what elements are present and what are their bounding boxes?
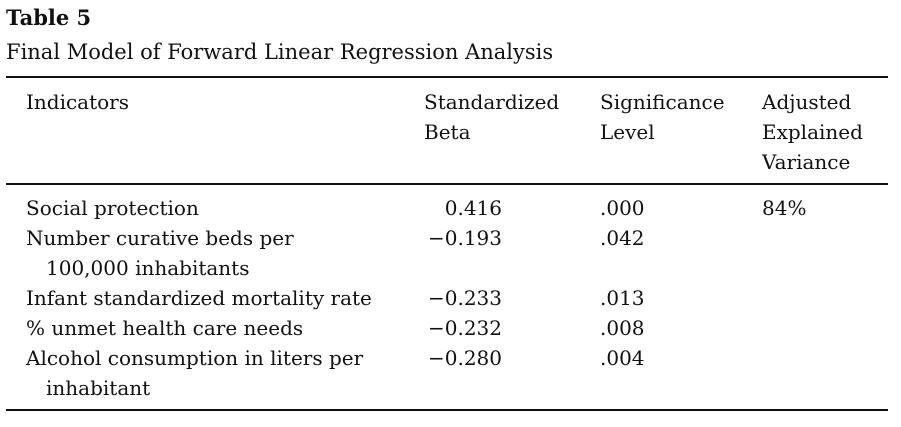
header-sig-line2: Level <box>600 120 655 144</box>
row-indicator-line2: 100,000 inhabitants <box>46 256 250 280</box>
row-beta: −0.280 <box>427 346 502 370</box>
header-sig-line1: Significance <box>600 90 725 114</box>
header-significance-level: Significance Level <box>600 87 725 147</box>
row-significance: .013 <box>600 286 645 310</box>
header-adj-line1: Adjusted <box>762 90 852 114</box>
header-rule <box>6 183 888 185</box>
row-significance: .000 <box>600 196 645 220</box>
row-beta: −0.233 <box>427 286 502 310</box>
row-significance: .008 <box>600 316 645 340</box>
row-indicator: Social protection <box>26 196 199 220</box>
row-indicator-line1: Number curative beds per <box>26 226 294 250</box>
header-indicators: Indicators <box>26 90 130 114</box>
header-beta-line1: Standardized <box>424 90 560 114</box>
row-indicator: Number curative beds per 100,000 inhabit… <box>26 223 294 283</box>
bottom-rule <box>6 409 888 411</box>
table-title: Final Model of Forward Linear Regression… <box>6 40 554 64</box>
row-indicator-line1: Alcohol consumption in liters per <box>26 346 364 370</box>
row-significance: .004 <box>600 346 645 370</box>
row-indicator-line2: inhabitant <box>46 376 151 400</box>
row-adjusted: 84% <box>762 196 807 220</box>
row-indicator: Alcohol consumption in liters per inhabi… <box>26 343 363 403</box>
table-label: Table 5 <box>6 5 92 30</box>
row-beta: 0.416 <box>444 196 502 220</box>
header-adj-line3: Variance <box>762 150 851 174</box>
header-standardized-beta: Standardized Beta <box>424 87 559 147</box>
row-indicator: % unmet health care needs <box>26 316 304 340</box>
row-significance: .042 <box>600 226 645 250</box>
top-rule <box>6 76 888 78</box>
row-beta: −0.232 <box>427 316 502 340</box>
header-beta-line2: Beta <box>424 120 471 144</box>
header-adj-line2: Explained <box>762 120 863 144</box>
row-indicator: Infant standardized mortality rate <box>26 286 372 310</box>
header-adjusted-explained-variance: Adjusted Explained Variance <box>762 87 863 177</box>
row-beta: −0.193 <box>427 226 502 250</box>
